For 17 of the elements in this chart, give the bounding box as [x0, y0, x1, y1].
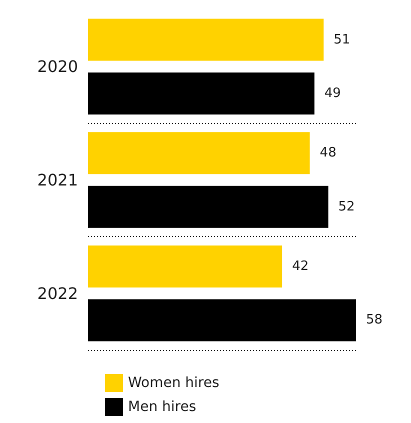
data-label: 58 — [366, 312, 383, 328]
bar — [88, 18, 324, 61]
data-label: 49 — [324, 86, 341, 102]
data-label: 52 — [338, 199, 355, 214]
data-label: 42 — [292, 258, 309, 274]
y-tick-label: 2020 — [37, 57, 78, 76]
legend-label: Men hires — [128, 399, 196, 415]
data-label: 48 — [320, 146, 336, 161]
bar — [88, 299, 356, 342]
y-tick-label: 2022 — [37, 284, 78, 303]
bar — [88, 72, 314, 115]
y-tick-label: 2021 — [37, 170, 78, 190]
bar — [88, 245, 282, 288]
bar — [88, 186, 328, 228]
legend-label: Women hires — [128, 375, 220, 391]
bar — [88, 132, 310, 174]
data-label: 51 — [334, 32, 350, 48]
